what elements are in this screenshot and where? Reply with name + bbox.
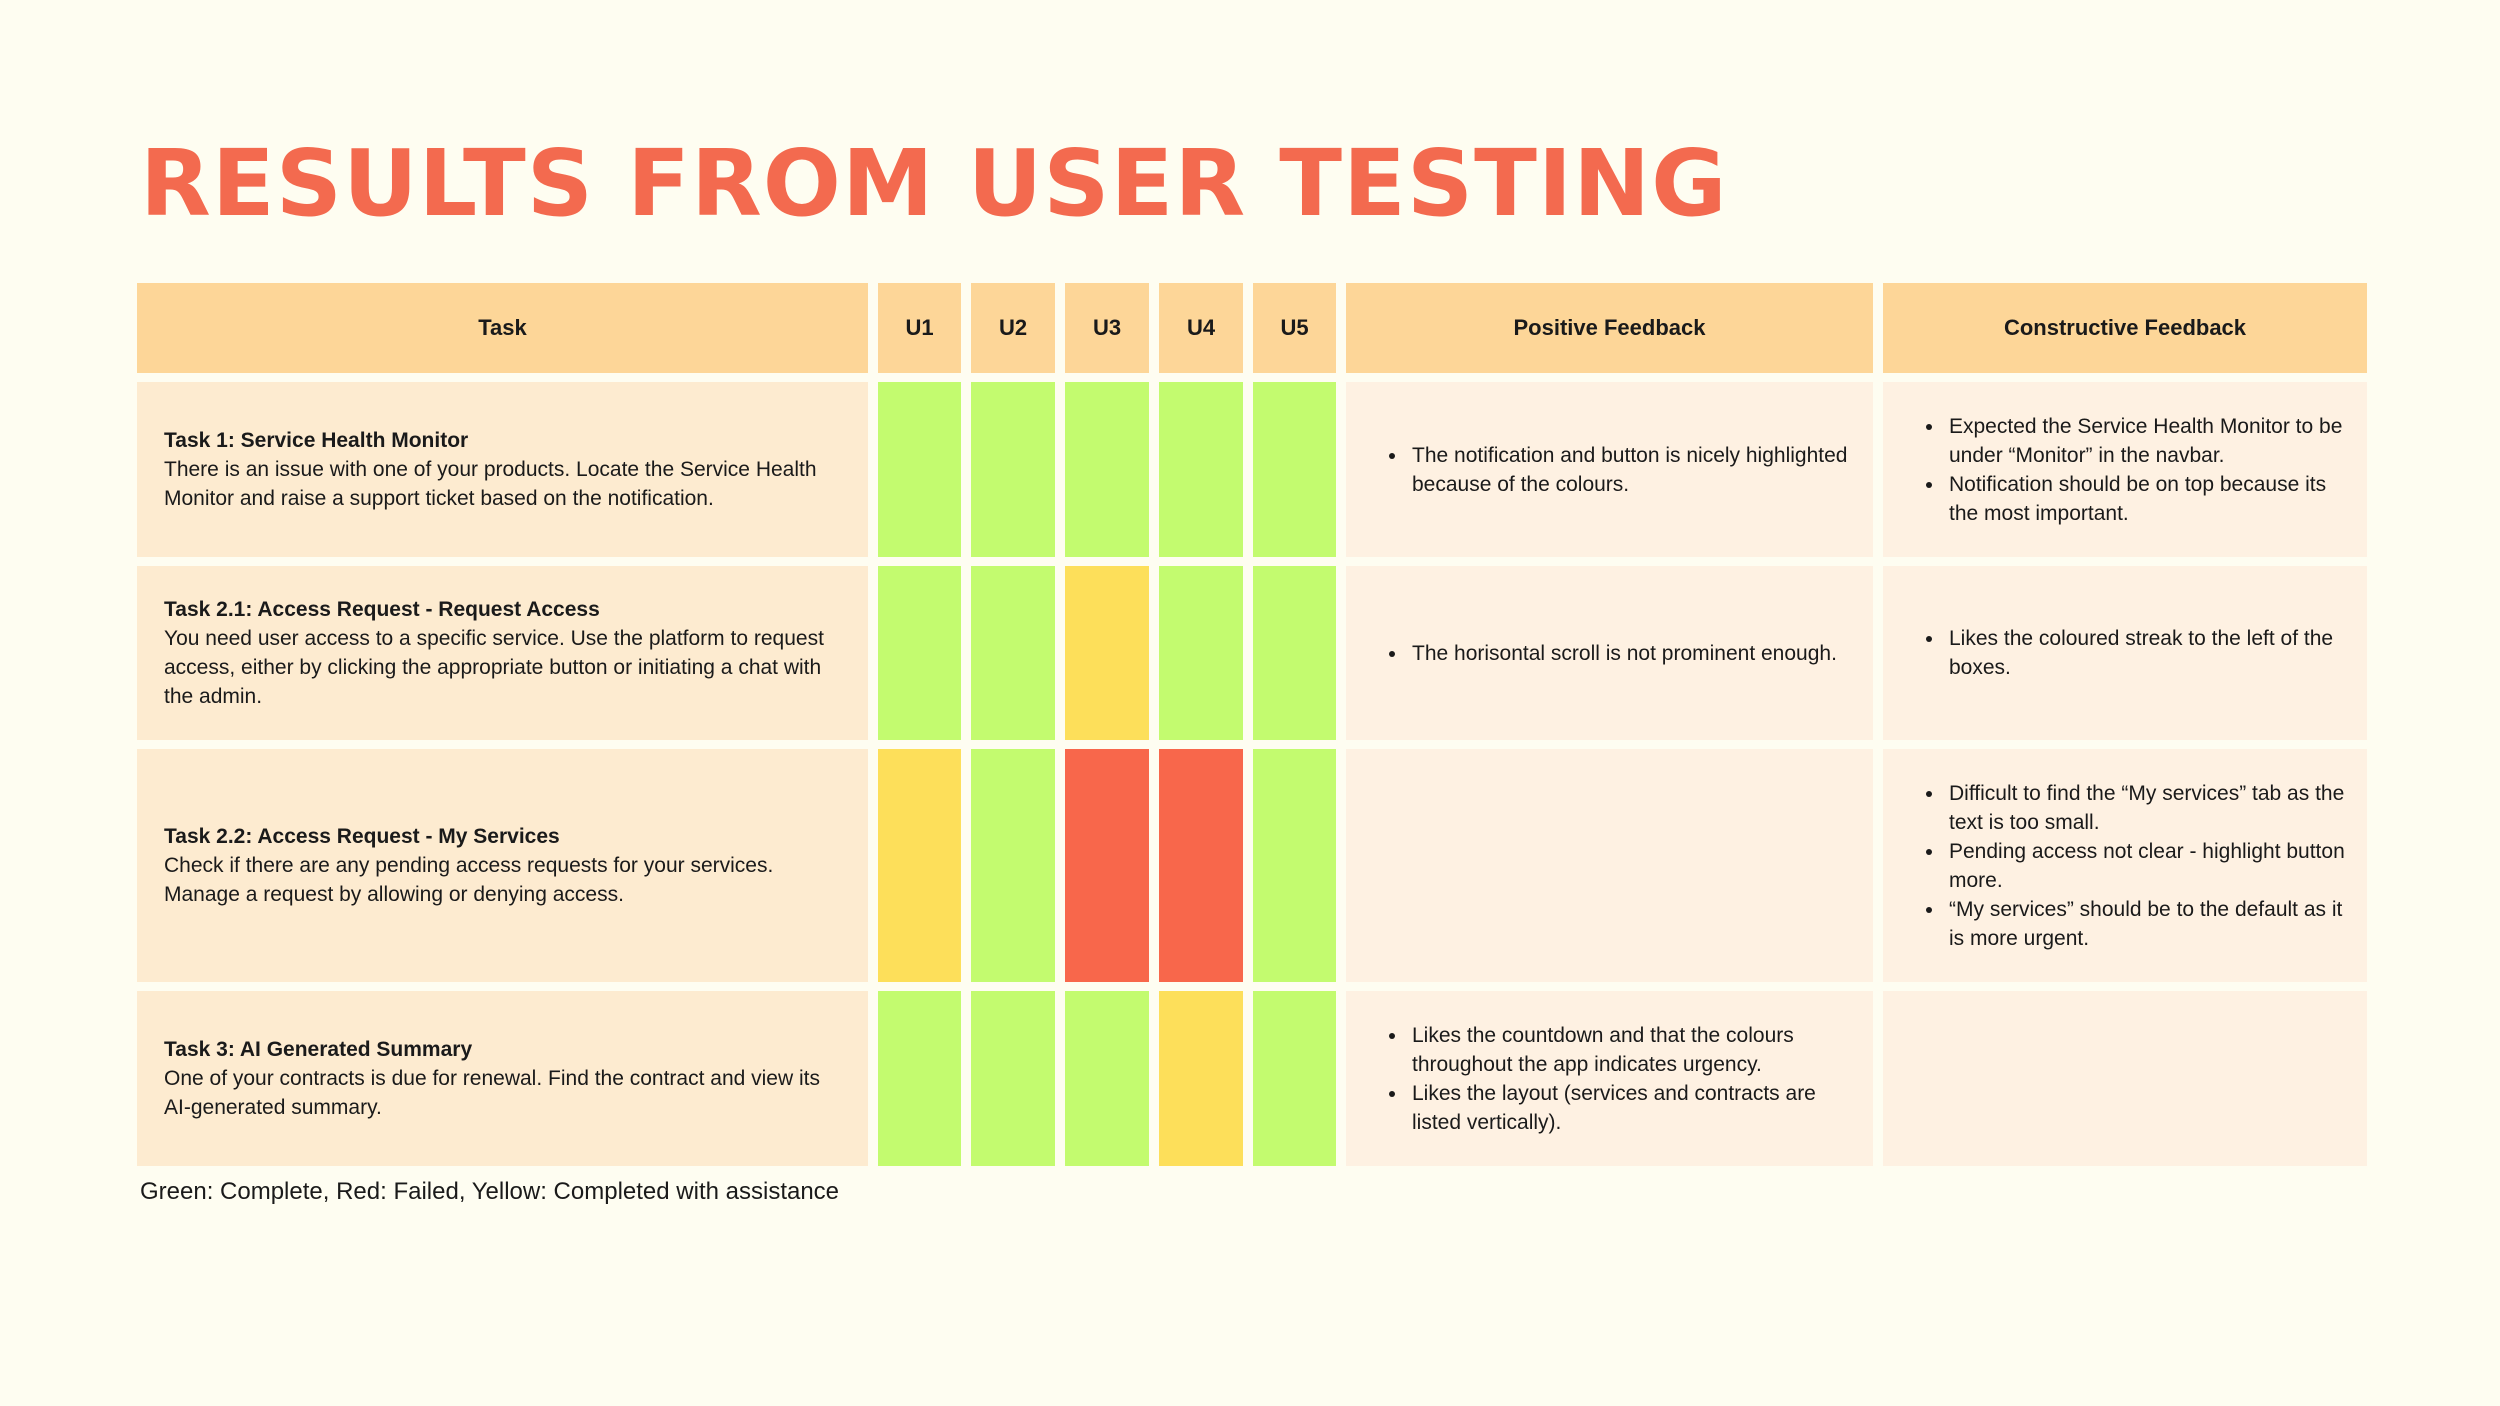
result-u3-green [1065, 991, 1149, 1166]
result-u1-green [878, 991, 961, 1166]
result-u3-green [1065, 382, 1149, 557]
task-description: One of your contracts is due for renewal… [164, 1067, 820, 1119]
result-u4-red [1159, 749, 1243, 982]
positive-feedback-cell: Likes the countdown and that the colours… [1346, 991, 1873, 1166]
result-u4-green [1159, 566, 1243, 740]
task-description: There is an issue with one of your produ… [164, 458, 817, 510]
header-u5: U5 [1253, 283, 1336, 373]
result-u2-green [971, 749, 1055, 982]
constructive-feedback-cell: Likes the coloured streak to the left of… [1883, 566, 2367, 740]
constructive-feedback-list: Expected the Service Health Monitor to b… [1911, 412, 2347, 528]
result-u5-green [1253, 382, 1336, 557]
positive-feedback-list: The notification and button is nicely hi… [1374, 441, 1853, 499]
constructive-feedback-cell: Expected the Service Health Monitor to b… [1883, 382, 2367, 557]
header-u1: U1 [878, 283, 961, 373]
header-u3: U3 [1065, 283, 1149, 373]
feedback-item: Pending access not clear - highlight but… [1945, 837, 2347, 895]
header-u4: U4 [1159, 283, 1243, 373]
result-u2-green [971, 382, 1055, 557]
constructive-feedback-cell: Difficult to find the “My services” tab … [1883, 749, 2367, 982]
result-u2-green [971, 991, 1055, 1166]
results-table: Task U1 U2 U3 U4 U5 Positive Feedback Co… [137, 283, 2367, 1166]
feedback-item: Difficult to find the “My services” tab … [1945, 779, 2347, 837]
result-u2-green [971, 566, 1055, 740]
result-u1-green [878, 382, 961, 557]
task-description: Check if there are any pending access re… [164, 854, 774, 906]
result-u5-green [1253, 749, 1336, 982]
feedback-item: Notification should be on top because it… [1945, 470, 2347, 528]
result-u3-yellow [1065, 566, 1149, 740]
positive-feedback-list: The horisontal scroll is not prominent e… [1374, 639, 1837, 668]
positive-feedback-list: Likes the countdown and that the colours… [1374, 1021, 1853, 1137]
result-u4-green [1159, 382, 1243, 557]
task-title: Task 2.2: Access Request - My Services [164, 825, 560, 848]
task-cell: Task 2.1: Access Request - Request Acces… [137, 566, 868, 740]
positive-feedback-cell: The horisontal scroll is not prominent e… [1346, 566, 1873, 740]
positive-feedback-cell [1346, 749, 1873, 982]
feedback-item: The horisontal scroll is not prominent e… [1408, 639, 1837, 668]
result-u5-green [1253, 991, 1336, 1166]
feedback-item: Likes the layout (services and contracts… [1408, 1079, 1853, 1137]
constructive-feedback-list: Likes the coloured streak to the left of… [1911, 624, 2347, 682]
feedback-item: The notification and button is nicely hi… [1408, 441, 1853, 499]
feedback-item: Likes the coloured streak to the left of… [1945, 624, 2347, 682]
page-title: RESULTS FROM USER TESTING [140, 130, 1728, 237]
constructive-feedback-list: Difficult to find the “My services” tab … [1911, 779, 2347, 953]
task-title: Task 2.1: Access Request - Request Acces… [164, 598, 600, 621]
header-u2: U2 [971, 283, 1055, 373]
result-u1-yellow [878, 749, 961, 982]
color-legend: Green: Complete, Red: Failed, Yellow: Co… [140, 1178, 840, 1205]
header-constructive-feedback: Constructive Feedback [1883, 283, 2367, 373]
result-u5-green [1253, 566, 1336, 740]
task-cell: Task 1: Service Health Monitor There is a… [137, 382, 868, 557]
feedback-item: Likes the countdown and that the colours… [1408, 1021, 1853, 1079]
result-u4-yellow [1159, 991, 1243, 1166]
feedback-item: “My services” should be to the default a… [1945, 895, 2347, 953]
task-description: You need user access to a specific servi… [164, 627, 824, 708]
task-cell: Task 3: AI Generated Summary One of your … [137, 991, 868, 1166]
task-title: Task 1: Service Health Monitor [164, 429, 469, 452]
feedback-item: Expected the Service Health Monitor to b… [1945, 412, 2347, 470]
header-positive-feedback: Positive Feedback [1346, 283, 1873, 373]
result-u1-green [878, 566, 961, 740]
task-title: Task 3: AI Generated Summary [164, 1038, 473, 1061]
result-u3-red [1065, 749, 1149, 982]
constructive-feedback-cell [1883, 991, 2367, 1166]
task-cell: Task 2.2: Access Request - My Services Ch… [137, 749, 868, 982]
positive-feedback-cell: The notification and button is nicely hi… [1346, 382, 1873, 557]
header-task: Task [137, 283, 868, 373]
